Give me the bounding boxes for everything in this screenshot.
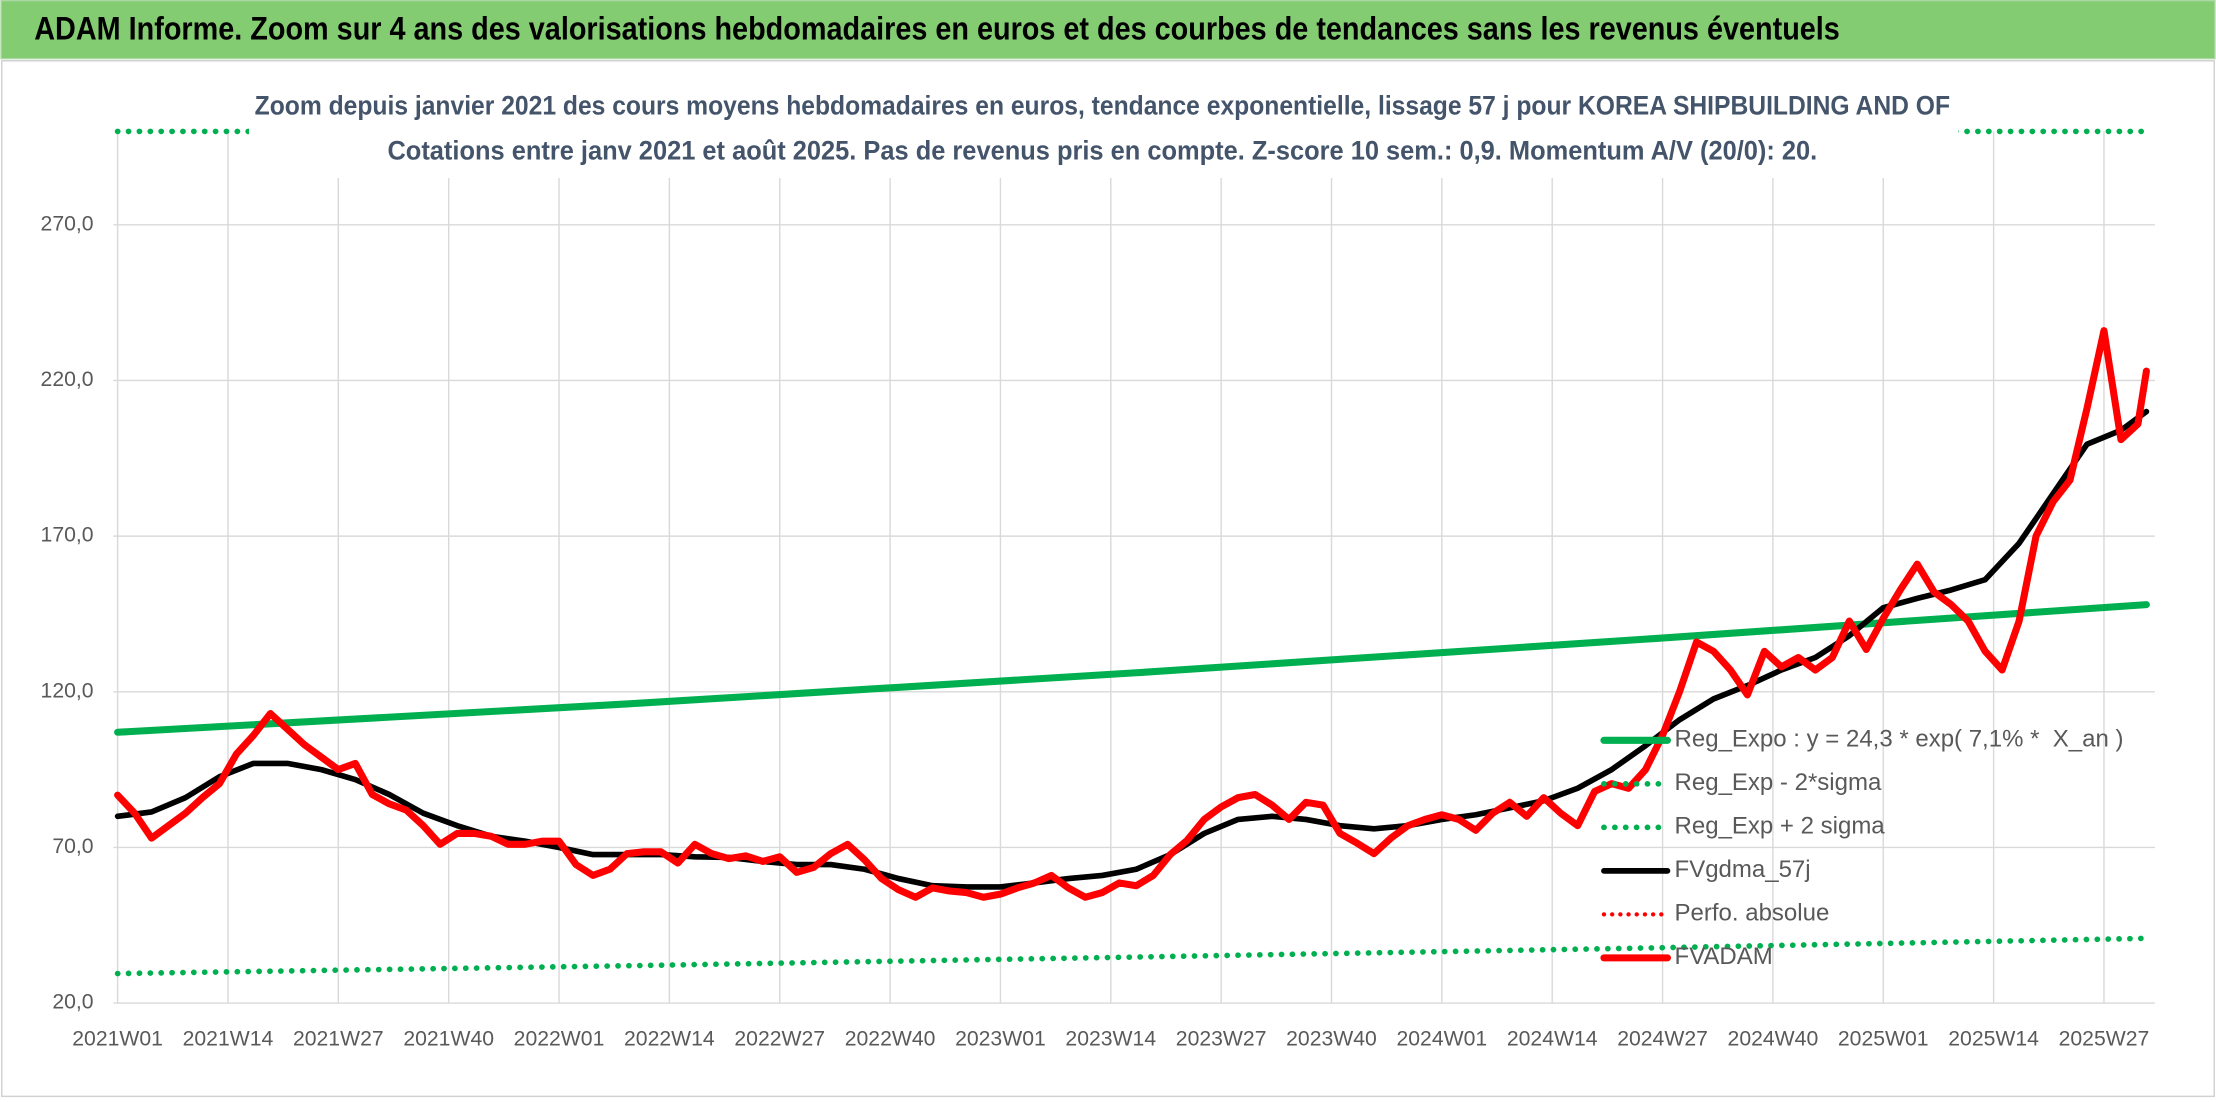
x-tick-label: 2021W01 xyxy=(72,1027,163,1050)
y-tick-label: 120,0 xyxy=(41,679,94,702)
x-tick-label: 2025W27 xyxy=(2059,1027,2150,1050)
x-tick-label: 2022W01 xyxy=(514,1027,605,1050)
x-tick-label: 2023W14 xyxy=(1065,1027,1156,1050)
header-title: ADAM Informe. Zoom sur 4 ans des valoris… xyxy=(34,11,1840,47)
y-tick-label: 170,0 xyxy=(41,524,94,547)
chart-subtitle: Cotations entre janv 2021 et août 2025. … xyxy=(387,136,1817,166)
series-line xyxy=(114,935,2150,977)
series-line xyxy=(114,408,2150,890)
legend-label: FVgdma_57j xyxy=(1675,856,1811,883)
y-tick-label: 20,0 xyxy=(52,991,93,1014)
x-tick-label: 2021W14 xyxy=(183,1027,274,1050)
legend: Reg_Expo : y = 24,3 * exp( 7,1% * X_an )… xyxy=(1600,726,2124,970)
x-tick-label: 2024W01 xyxy=(1397,1027,1488,1050)
header-bar xyxy=(0,0,2216,60)
y-tick-label: 220,0 xyxy=(41,368,94,391)
series-line xyxy=(114,327,2150,901)
x-tick-label: 2023W01 xyxy=(955,1027,1046,1050)
x-tick-label: 2024W27 xyxy=(1617,1027,1708,1050)
x-tick-label: 2022W27 xyxy=(734,1027,825,1050)
chart-title: Zoom depuis janvier 2021 des cours moyen… xyxy=(255,90,1950,120)
legend-label: Reg_Expo : y = 24,3 * exp( 7,1% * X_an ) xyxy=(1675,726,2124,753)
legend-label: FVADAM xyxy=(1675,943,1773,970)
legend-label: Perfo. absolue xyxy=(1675,900,1830,927)
legend-label: Reg_Exp + 2 sigma xyxy=(1675,813,1886,840)
x-tick-label: 2025W01 xyxy=(1838,1027,1929,1050)
x-tick-label: 2022W40 xyxy=(845,1027,936,1050)
x-tick-label: 2025W14 xyxy=(1948,1027,2039,1050)
x-tick-label: 2021W40 xyxy=(403,1027,494,1050)
series-line xyxy=(114,601,2150,736)
y-tick-label: 70,0 xyxy=(52,835,93,858)
chart-frame xyxy=(1,60,2215,1098)
y-tick-label: 270,0 xyxy=(41,212,94,235)
x-tick-label: 2023W27 xyxy=(1176,1027,1267,1050)
x-tick-label: 2022W14 xyxy=(624,1027,715,1050)
legend-label: Reg_Exp - 2*sigma xyxy=(1675,769,1882,796)
x-tick-label: 2021W27 xyxy=(293,1027,384,1050)
x-tick-label: 2024W40 xyxy=(1728,1027,1819,1050)
x-tick-label: 2024W14 xyxy=(1507,1027,1598,1050)
title-box xyxy=(249,81,1959,179)
x-tick-label: 2023W40 xyxy=(1286,1027,1377,1050)
